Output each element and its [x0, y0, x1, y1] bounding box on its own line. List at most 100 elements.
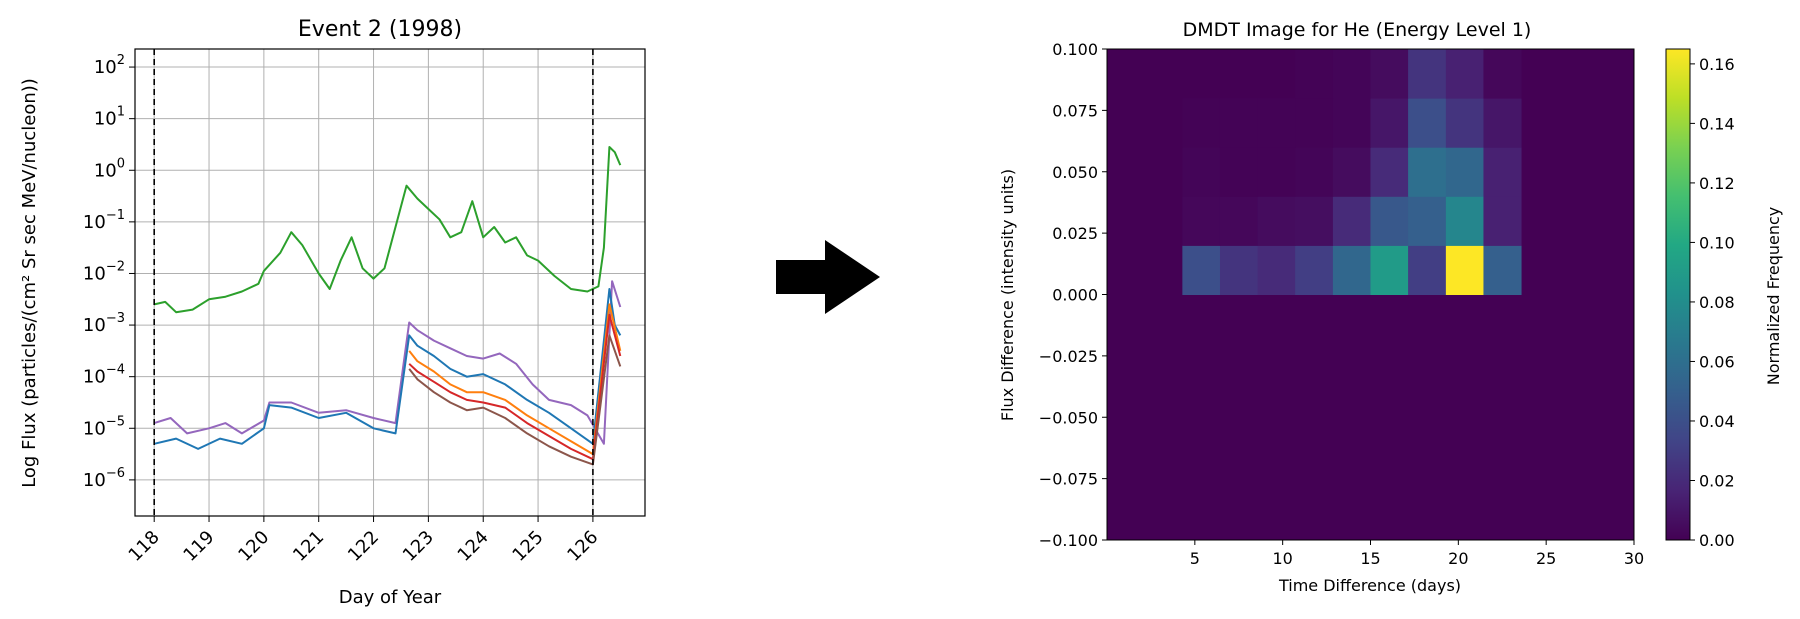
- heatmap-cell: [1408, 196, 1447, 246]
- heatmap-cell: [1219, 245, 1259, 295]
- colorbar-frame: [1665, 48, 1691, 541]
- x-tick-label: 118: [125, 527, 164, 566]
- right-chart-title: DMDT Image for He (Energy Level 1): [1183, 19, 1532, 41]
- flux-series-line: [408, 313, 622, 461]
- heatmap-cell: [1408, 49, 1447, 99]
- colorbar-tick-label: 0.14: [1699, 114, 1735, 133]
- heatmap-cell: [1182, 245, 1221, 295]
- y-tick-label: 0.025: [1052, 224, 1098, 243]
- heatmap-cell: [1182, 98, 1221, 148]
- y-tick-label: 10−1: [83, 208, 125, 233]
- colorbar-tick-label: 0.12: [1699, 174, 1735, 193]
- colorbar: [1666, 49, 1690, 540]
- x-tick-label: 124: [454, 527, 493, 566]
- heatmap-cell: [1483, 98, 1522, 148]
- heatmap-cell: [1370, 49, 1409, 99]
- y-tick-label: 100: [94, 156, 125, 181]
- x-tick-label: 126: [563, 527, 602, 566]
- colorbar-label: Normalized Frequency: [1764, 207, 1783, 385]
- left-y-axis-label: Log Flux (particles/(cm² Sr sec MeV/nucl…: [19, 78, 40, 488]
- heatmap-cell: [1332, 98, 1372, 148]
- y-tick-label: 10−6: [83, 466, 125, 491]
- left-y-ticks: 10−6 10−5 10−4 10−3 10−2 10−1 100 101 102: [83, 53, 135, 491]
- x-tick-label: 123: [399, 527, 438, 566]
- heatmap-cell: [1370, 196, 1409, 246]
- heatmap-cell: [1182, 196, 1221, 246]
- heatmap-cell: [1295, 147, 1334, 197]
- right-y-axis-label: Flux Difference (intensity units): [998, 169, 1017, 421]
- heatmap-cell: [1295, 245, 1334, 295]
- heatmap-cell: [1408, 98, 1447, 148]
- flux-series-line: [153, 288, 622, 450]
- heatmap-cell: [1332, 245, 1372, 295]
- heatmap-cell: [1332, 147, 1372, 197]
- right-x-axis-label: Time Difference (days): [1278, 576, 1461, 595]
- colorbar-tick-label: 0.04: [1699, 412, 1735, 431]
- heatmap-cell: [1219, 98, 1259, 148]
- left-series-group: [153, 146, 622, 466]
- y-tick-label: 0.100: [1052, 40, 1098, 59]
- heatmap-cell: [1370, 147, 1409, 197]
- heatmap-cell: [1445, 49, 1484, 99]
- colorbar-tick-label: 0.02: [1699, 471, 1735, 490]
- y-tick-label: 10−3: [83, 311, 125, 336]
- x-tick-label: 25: [1536, 549, 1556, 568]
- y-tick-label: 101: [94, 105, 125, 130]
- colorbar-ticks: 0.00 0.02 0.04 0.06 0.08 0.10 0.12 0.14 0.16: [1690, 55, 1735, 550]
- heatmap-cell: [1483, 49, 1522, 99]
- flux-series-line: [153, 280, 622, 445]
- heatmap-cell: [1370, 98, 1409, 148]
- y-tick-label: −0.050: [1039, 408, 1098, 427]
- heatmap-cell: [1408, 147, 1447, 197]
- y-tick-label: −0.025: [1039, 347, 1098, 366]
- event-marker-lines: [153, 49, 594, 516]
- heatmap-cell: [1295, 49, 1334, 99]
- x-tick-label: 10: [1272, 549, 1292, 568]
- y-tick-label: 102: [94, 53, 125, 78]
- heatmap-cell: [1295, 196, 1334, 246]
- x-tick-label: 125: [508, 527, 547, 566]
- x-tick-label: 119: [179, 527, 218, 566]
- x-tick-label: 122: [344, 527, 383, 566]
- heatmap-cell: [1370, 245, 1409, 295]
- heatmap-cell: [1445, 98, 1484, 148]
- flux-series-line: [408, 334, 622, 466]
- x-tick-label: 20: [1448, 549, 1468, 568]
- x-tick-label: 5: [1190, 549, 1200, 568]
- heatmap-cell: [1257, 147, 1296, 197]
- x-tick-label: 120: [234, 527, 273, 566]
- heatmap-cell: [1483, 147, 1522, 197]
- heatmap-cell: [1219, 147, 1259, 197]
- left-gridlines: [135, 49, 645, 516]
- left-chart-title: Event 2 (1998): [298, 17, 462, 42]
- dmdt-heatmap-chart: DMDT Image for He (Energy Level 1) 5 10 15…: [998, 19, 1783, 595]
- x-tick-label: 121: [289, 527, 328, 566]
- colorbar-tick-label: 0.00: [1699, 531, 1735, 550]
- flux-series-line: [408, 303, 622, 456]
- heatmap-cell: [1483, 196, 1522, 246]
- y-tick-label: −0.100: [1039, 531, 1098, 550]
- transform-arrow-icon: [776, 240, 880, 314]
- left-x-ticks: 118 119 120 121 122 123 124 125 126: [125, 516, 602, 566]
- y-tick-label: 10−2: [83, 259, 125, 284]
- heatmap-cell: [1257, 98, 1296, 148]
- left-x-axis-label: Day of Year: [339, 587, 442, 608]
- y-tick-label: 10−4: [83, 363, 125, 388]
- heatmap-cell: [1483, 245, 1522, 295]
- heatmap-cell: [1445, 196, 1484, 246]
- heatmap-cell: [1445, 147, 1484, 197]
- y-tick-label: 0.000: [1052, 286, 1098, 305]
- colorbar-tick-label: 0.06: [1699, 352, 1735, 371]
- flux-line-chart: Event 2 (1998) 118 119 120 121 122 123 124 125 1…: [19, 17, 646, 608]
- y-tick-label: 0.050: [1052, 163, 1098, 182]
- left-plot-frame: [134, 48, 646, 517]
- heatmap-cell: [1295, 98, 1334, 148]
- y-tick-label: 10−5: [83, 414, 125, 439]
- flux-series-line: [153, 146, 622, 314]
- heatmap-cell: [1182, 147, 1221, 197]
- heatmap-cell: [1257, 196, 1296, 246]
- colorbar-tick-label: 0.10: [1699, 233, 1735, 252]
- y-tick-label: 0.075: [1052, 101, 1098, 120]
